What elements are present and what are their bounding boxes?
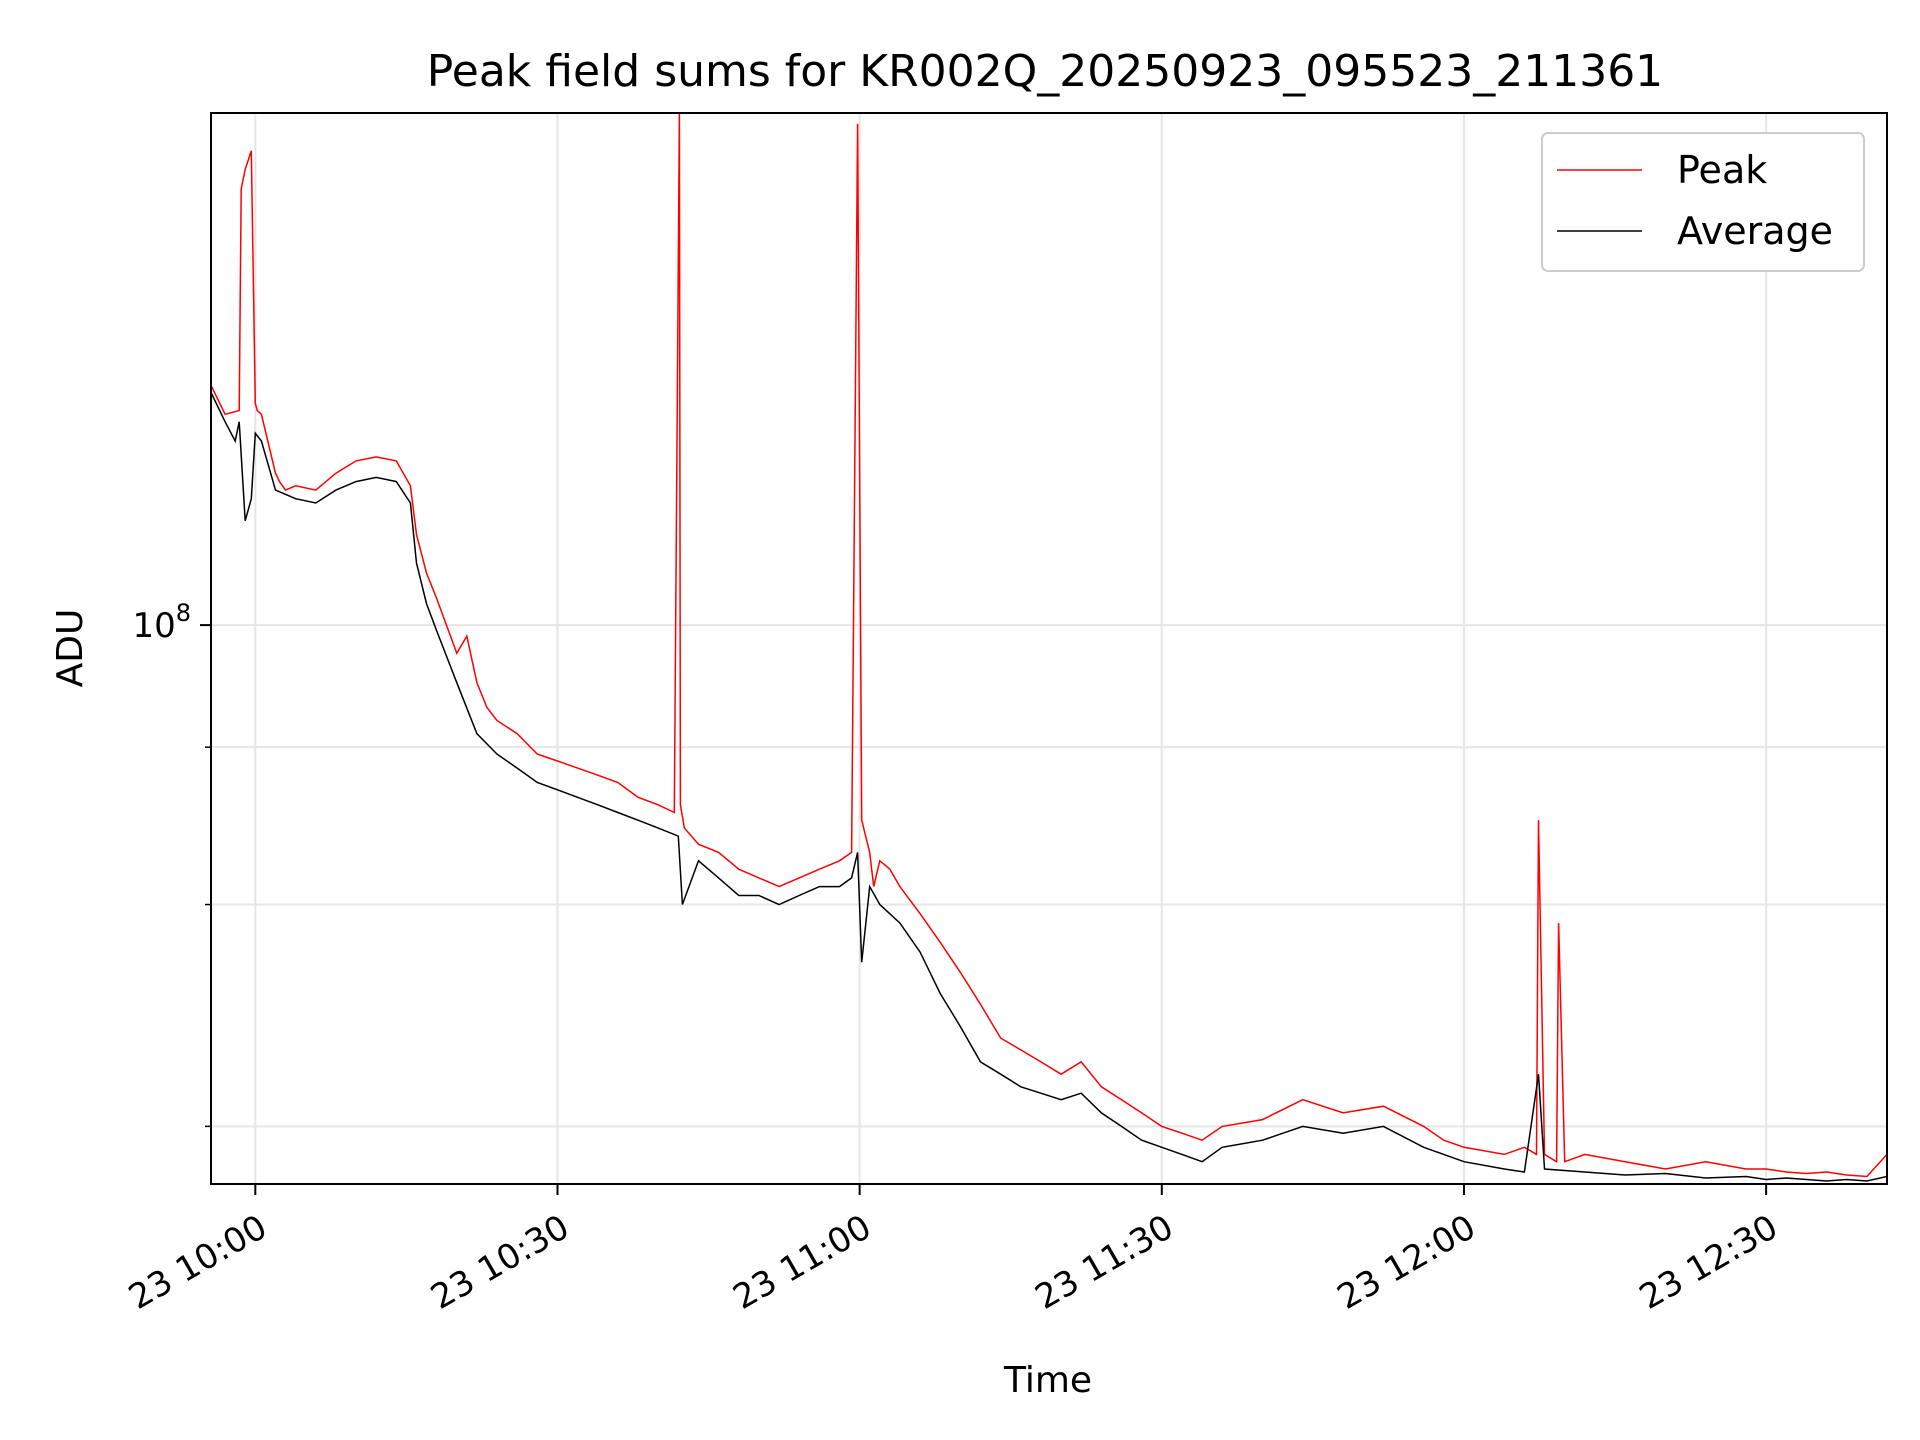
- plot-frame: [210, 112, 1888, 1185]
- y-axis: 108: [132, 599, 211, 1128]
- plot-area: [211, 113, 1887, 1182]
- series-average-line: [211, 392, 1887, 1182]
- y-axis-label: ADU: [50, 609, 91, 688]
- y-tick-label-exponent: 8: [176, 599, 191, 627]
- series-peak-line: [211, 113, 1887, 1178]
- y-tick-label: 108: [132, 599, 191, 646]
- legend-average-label: Average: [1677, 209, 1833, 253]
- legend-box: [1541, 132, 1865, 272]
- chart-title: Peak field sums for KR002Q_20250923_0955…: [427, 46, 1663, 97]
- legend-peak-label: Peak: [1677, 148, 1767, 192]
- legend: Peak Average: [1541, 132, 1865, 272]
- x-axis-label: Time: [1003, 1360, 1092, 1401]
- y-tick-label-base: 10: [132, 606, 175, 646]
